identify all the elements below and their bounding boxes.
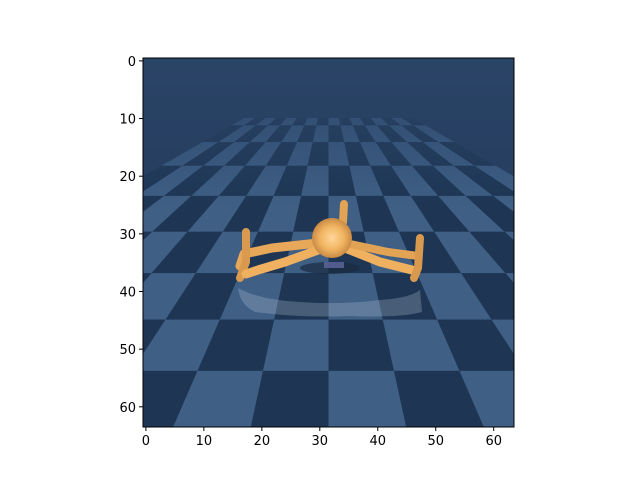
- floor-tile: [461, 273, 514, 320]
- floor-tile: [143, 231, 188, 274]
- floor-tile: [382, 319, 460, 371]
- floor-tile: [521, 196, 611, 232]
- floor-tile: [504, 231, 514, 241]
- floor-tile: [372, 273, 438, 320]
- floor-tile: [416, 273, 492, 320]
- floor-tile: [143, 370, 198, 427]
- floor-tile: [19, 232, 117, 273]
- floor-tile: [328, 370, 407, 427]
- floor-tile: [0, 320, 2, 371]
- y-tick-label: 0: [128, 55, 136, 70]
- floor-tile: [151, 231, 223, 274]
- x-tick-label: 10: [196, 434, 213, 449]
- floor-tile: [0, 371, 1, 427]
- y-axis: 0 10 20 30 40 50 60: [119, 55, 143, 416]
- floor-tile: [0, 371, 66, 427]
- floor-tile: [0, 273, 63, 319]
- floor-tile: [540, 232, 638, 273]
- floor-tile: [459, 370, 514, 427]
- axes-frame: [142, 57, 515, 428]
- y-tick-label: 30: [119, 228, 136, 243]
- y-tick-label: 10: [119, 113, 136, 128]
- floor-tile: [0, 232, 82, 273]
- floor-tile: [143, 231, 153, 241]
- floor-tile: [600, 320, 640, 371]
- x-tick-label: 40: [370, 434, 387, 449]
- y-tick-label: 20: [119, 170, 136, 185]
- floor-tile: [328, 319, 395, 371]
- x-tick-label: 20: [254, 434, 271, 449]
- rendered-image: [0, 58, 640, 427]
- floor-tile: [274, 273, 329, 320]
- floor-tile: [575, 232, 640, 273]
- floor-tile: [550, 273, 640, 319]
- floor-tile: [469, 231, 514, 274]
- x-tick-label: 60: [485, 434, 502, 449]
- floor-tile: [262, 319, 329, 371]
- floor-tile: [219, 273, 285, 320]
- ant-robot-icon: [235, 200, 424, 282]
- floor-tile: [197, 319, 275, 371]
- x-axis: 0 10 20 30 40 50 60: [142, 427, 502, 449]
- floor-tile: [491, 319, 514, 355]
- x-tick-label: 0: [142, 434, 150, 449]
- floor-tile: [143, 273, 196, 320]
- floor-tile: [2, 273, 107, 319]
- floor-tile: [594, 273, 640, 319]
- floor-tile: [437, 319, 514, 371]
- floor-tile: [591, 371, 640, 427]
- ant-reflection: [238, 288, 422, 317]
- floor-tile: [434, 231, 506, 274]
- floor-tile: [18, 371, 132, 427]
- floor-tile: [165, 273, 241, 320]
- checkerboard-floor: [0, 118, 640, 427]
- floor-tile: [250, 370, 329, 427]
- floor-tile: [47, 196, 137, 232]
- x-tick-label: 30: [312, 434, 329, 449]
- floor-tile: [525, 371, 639, 427]
- floor-tile: [505, 273, 514, 283]
- floor-tile: [143, 273, 152, 283]
- floor-tile: [143, 319, 166, 355]
- x-tick-label: 50: [427, 434, 444, 449]
- floor-tile: [546, 320, 640, 371]
- floor-tile: [173, 370, 263, 427]
- floor-tile: [143, 319, 220, 371]
- floor-tile: [0, 320, 57, 371]
- floor-tile: [0, 273, 19, 319]
- y-tick-label: 60: [119, 401, 136, 416]
- floor-tile: [328, 273, 383, 320]
- y-tick-label: 50: [119, 343, 136, 358]
- floor-tile: [1, 320, 111, 371]
- y-tick-label: 40: [119, 286, 136, 301]
- floor-tile: [394, 370, 484, 427]
